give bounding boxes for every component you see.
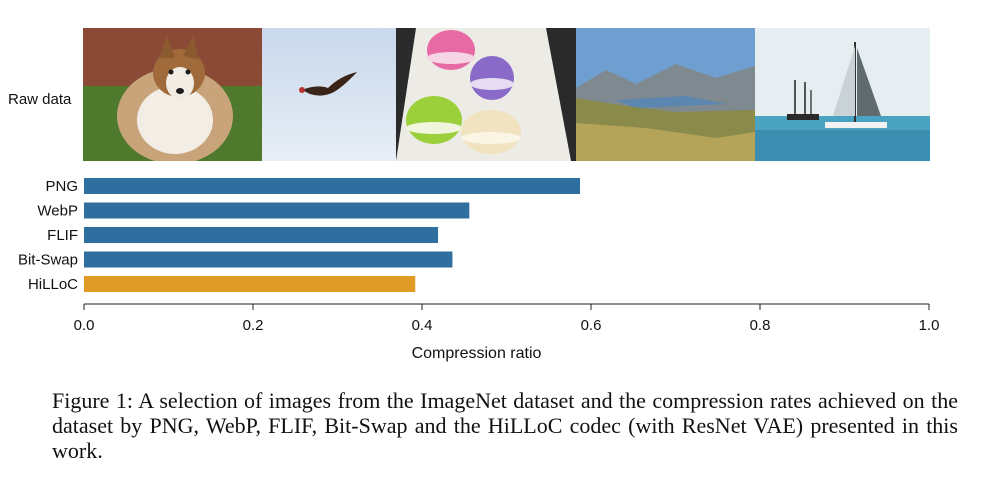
mountain-lake-photo — [576, 28, 755, 161]
category-label-hilloc: HiLLoC — [28, 276, 78, 293]
x-axis-label: Compression ratio — [412, 345, 542, 362]
raw-data-label: Raw data — [8, 91, 72, 108]
category-label-webp: WebP — [37, 203, 78, 220]
macarons-photo-art — [396, 28, 576, 161]
dog-photo-art — [83, 28, 262, 161]
bird-photo — [262, 28, 396, 161]
x-tick-label: 0.4 — [412, 317, 433, 334]
bar-png — [84, 178, 581, 194]
x-tick-label: 0.0 — [74, 317, 95, 334]
dog-photo — [83, 28, 262, 161]
bar-webp — [84, 202, 470, 219]
figure-caption: Figure 1: A selection of images from the… — [52, 388, 958, 463]
bar-bit-swap — [84, 251, 453, 268]
macarons-photo — [396, 28, 576, 161]
mountain-lake-photo-art — [576, 28, 755, 161]
category-label-flif: FLIF — [47, 227, 78, 244]
sailboats-photo — [755, 28, 930, 161]
compression-bar-chart: PNG WebP FLIF Bit-Swap HiLLoC 0.0 0.2 0.4 0.6 0.8… — [18, 178, 940, 362]
bar-flif — [84, 227, 439, 243]
x-tick-label: 0.2 — [243, 317, 264, 334]
x-tick-label: 1.0 — [919, 317, 940, 334]
bar-hilloc — [84, 276, 416, 292]
bird-photo-art — [262, 28, 396, 161]
sailboats-photo-art — [755, 28, 930, 161]
category-label-png: PNG — [45, 178, 78, 195]
x-tick-label: 0.6 — [581, 317, 602, 334]
category-label-bit-swap: Bit-Swap — [18, 252, 78, 269]
x-tick-label: 0.8 — [750, 317, 771, 334]
